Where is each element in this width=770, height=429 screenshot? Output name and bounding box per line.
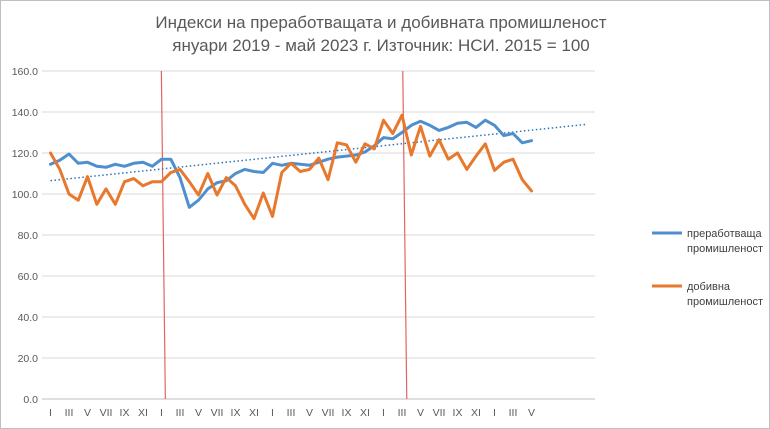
- y-tick-label: 60.0: [18, 271, 39, 283]
- series-line-mining: [49, 113, 533, 221]
- x-tick-label: IX: [342, 407, 352, 419]
- vertical-marker-line: [160, 70, 166, 400]
- x-tick-label: V: [195, 407, 202, 419]
- x-tick-label: VII: [433, 407, 446, 419]
- x-tick-label: I: [382, 407, 385, 419]
- chart-title-line-1: Индекси на преработващата и добивната пр…: [155, 13, 607, 32]
- x-tick-label: I: [160, 407, 163, 419]
- x-tick-label: III: [65, 407, 74, 419]
- x-tick-label: VII: [322, 407, 335, 419]
- x-tick-label: IX: [120, 407, 130, 419]
- y-tick-label: 40.0: [18, 312, 39, 324]
- x-tick-label: I: [271, 407, 274, 419]
- x-tick-label: III: [509, 407, 518, 419]
- trendline: [50, 123, 588, 182]
- x-tick-label: VII: [211, 407, 224, 419]
- legend-label: преработваща: [687, 228, 763, 240]
- x-tick-label: V: [84, 407, 91, 419]
- x-tick-label: III: [176, 407, 185, 419]
- chart-title-line-2: януари 2019 - май 2023 г. Източник: НСИ.…: [172, 36, 590, 55]
- x-tick-label: VII: [100, 407, 113, 419]
- chart-title: Индекси на преработващата и добивната пр…: [121, 11, 641, 57]
- legend-label: промишленост: [687, 243, 763, 255]
- x-tick-label: V: [306, 407, 313, 419]
- x-tick-label: V: [528, 407, 535, 419]
- x-tick-label: V: [417, 407, 424, 419]
- y-tick-label: 100.0: [12, 189, 38, 201]
- y-tick-label: 80.0: [18, 230, 39, 242]
- y-tick-label: 20.0: [18, 353, 39, 365]
- x-tick-label: I: [493, 407, 496, 419]
- x-tick-label: I: [49, 407, 52, 419]
- legend-label: промишленост: [687, 296, 763, 308]
- x-tick-label: III: [287, 407, 296, 419]
- legend-label: добивна: [687, 281, 731, 293]
- x-tick-label: III: [398, 407, 407, 419]
- x-tick-label: IX: [231, 407, 241, 419]
- y-tick-label: 0.0: [23, 394, 38, 406]
- y-tick-label: 120.0: [12, 148, 38, 160]
- y-tick-label: 160.0: [12, 66, 38, 78]
- y-tick-label: 140.0: [12, 107, 38, 119]
- x-tick-label: XI: [249, 407, 259, 419]
- x-tick-label: XI: [360, 407, 370, 419]
- x-tick-label: XI: [138, 407, 148, 419]
- x-tick-label: XI: [471, 407, 481, 419]
- x-tick-label: IX: [453, 407, 463, 419]
